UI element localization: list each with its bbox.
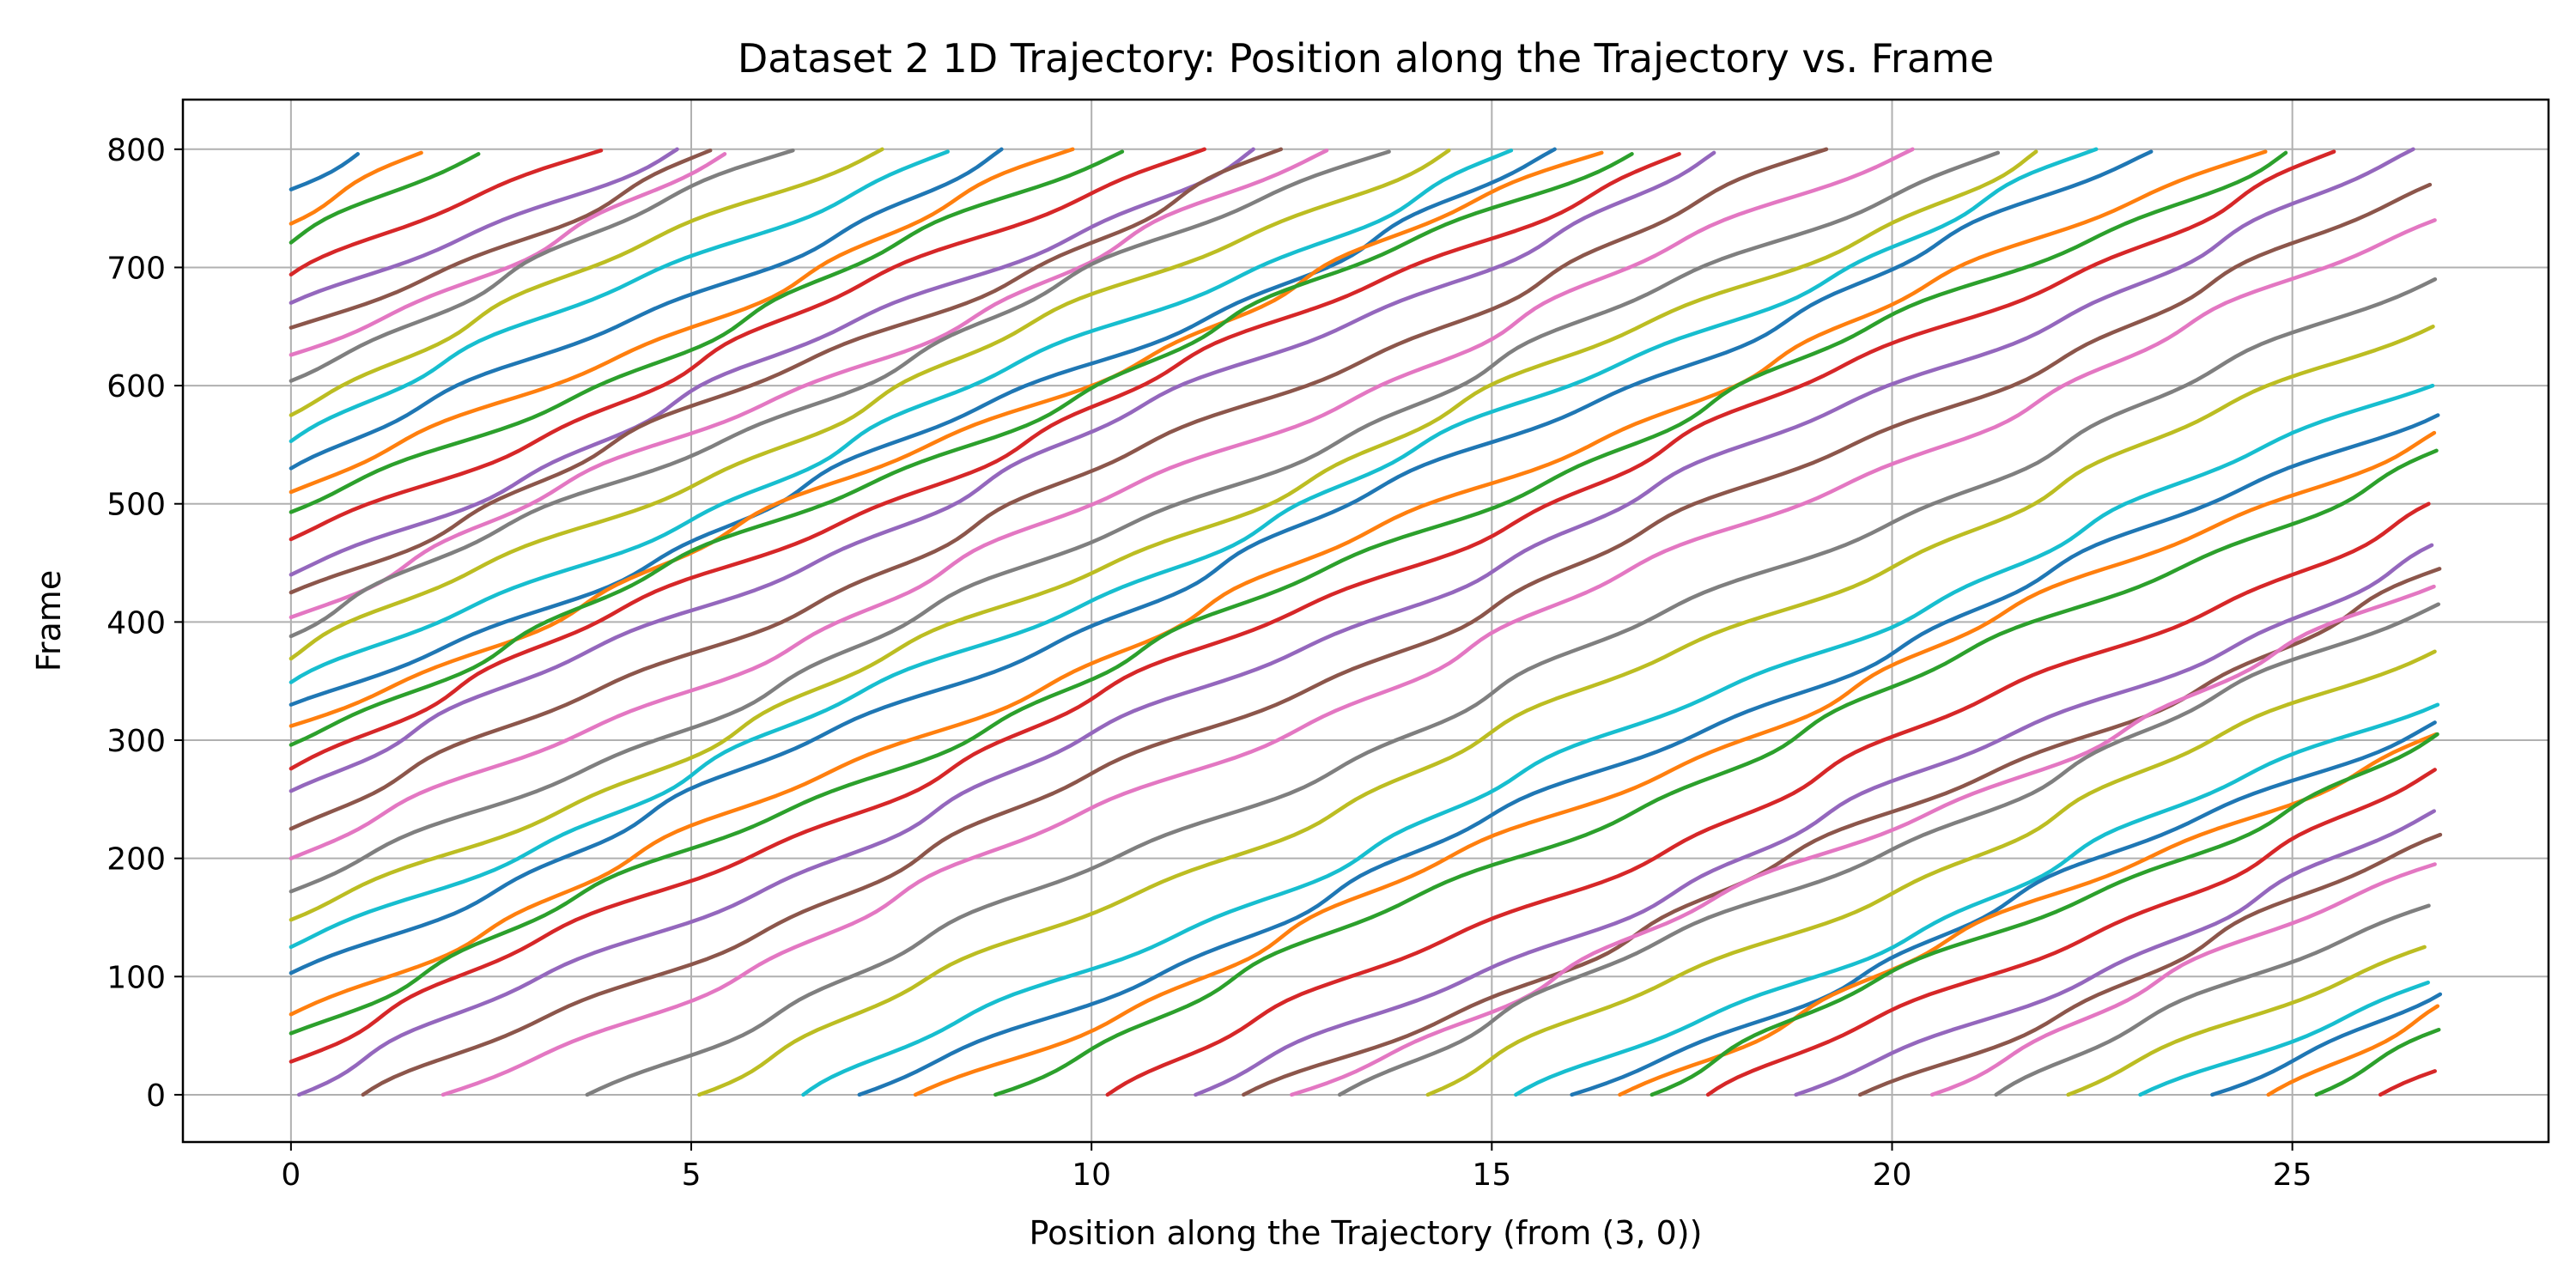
trajectory-line: [289, 148, 604, 276]
trajectory-line: [289, 152, 360, 191]
trajectory-line: [289, 147, 1557, 707]
trajectory-line: [913, 430, 2437, 1097]
y-tick-label: 200: [106, 842, 166, 878]
trajectory-line: [289, 150, 423, 226]
trajectory-line: [1105, 501, 2431, 1097]
trajectory-line: [289, 147, 1004, 471]
trajectory-line: [289, 150, 1604, 728]
trajectory-line: [289, 149, 2336, 1064]
trajectory-line: [289, 147, 1075, 495]
trajectory-line: [440, 218, 2437, 1097]
chart-title: Dataset 2 1D Trajectory: Position along …: [738, 35, 1994, 82]
trajectory-line: [289, 150, 1716, 793]
trajectory-line: [2378, 1069, 2437, 1097]
plot-area-frame: [181, 98, 2550, 1144]
trajectory-line: [289, 147, 679, 305]
trajectory-line: [2138, 980, 2430, 1097]
trajectory-line: [2066, 945, 2427, 1097]
trajectory-line: [289, 148, 713, 330]
y-tick-label: 600: [106, 369, 166, 404]
trajectory-line: [289, 148, 1329, 620]
trajectory-line: [361, 182, 2433, 1097]
x-tick-label: 10: [1072, 1157, 1111, 1193]
y-tick-label: 0: [146, 1078, 166, 1114]
trajectory-line: [1857, 832, 2443, 1097]
x-tick-label: 0: [281, 1157, 301, 1193]
trajectory-line: [289, 147, 1206, 542]
trajectory-line: [2210, 992, 2443, 1097]
y-tick-label: 100: [106, 960, 166, 995]
x-tick-label: 20: [1873, 1157, 1912, 1193]
x-tick-label: 25: [2273, 1157, 2312, 1193]
trajectory-line: [289, 149, 950, 444]
y-tick-label: 700: [106, 251, 166, 286]
trajectory-line: [289, 147, 884, 417]
y-tick-label: 300: [106, 724, 166, 759]
trajectory-line: [289, 152, 727, 357]
x-tick-label: 15: [1472, 1157, 1511, 1193]
trajectory-line: [289, 149, 2154, 975]
trajectory-line: [289, 148, 1514, 684]
trajectory-line: [2266, 1004, 2440, 1097]
trajectory-line: [289, 147, 1284, 595]
trajectory-line: [2314, 1027, 2441, 1097]
trajectory-line: [697, 325, 2435, 1097]
trajectory-line: [1425, 649, 2437, 1097]
trajectory-line: [289, 147, 1255, 577]
trajectory-line: [993, 448, 2439, 1097]
trajectory-line: [289, 149, 1391, 639]
series-group: [289, 147, 2443, 1097]
y-tick-label: 800: [106, 133, 166, 168]
trajectory-line: [1514, 702, 2440, 1097]
y-axis-label: Frame: [30, 570, 68, 671]
trajectory-line: [289, 148, 795, 383]
trajectory-line: [1649, 732, 2439, 1097]
trajectory-line: [1337, 602, 2441, 1097]
trajectory-line: [289, 149, 1125, 514]
trajectory-line: [289, 147, 2099, 950]
x-axis-label: Position along the Trajectory (from (3, …: [1030, 1214, 1703, 1252]
trajectory-line: [289, 152, 1634, 747]
trajectory-line: [289, 149, 2038, 922]
axis-ticks: 0 5 10 15 20 25 0 100 200 300 400 500 600 700 800: [106, 133, 2312, 1193]
trajectory-line: [585, 276, 2438, 1097]
trajectory-line: [289, 149, 2268, 1017]
trajectory-line: [801, 383, 2435, 1097]
trajectory-line: [289, 147, 1915, 860]
trajectory-line: [289, 147, 1829, 831]
trajectory-line: [289, 148, 1451, 661]
trajectory-line: [1242, 567, 2442, 1097]
y-tick-label: 500: [106, 488, 166, 523]
x-tick-label: 5: [682, 1157, 702, 1193]
trajectory-line: [1794, 809, 2436, 1097]
trajectory-line: [1290, 584, 2436, 1097]
trajectory-line: [1194, 543, 2434, 1097]
trajectory-line: [1570, 720, 2437, 1097]
trajectory-line: [296, 147, 2415, 1097]
trajectory-line: [1705, 768, 2437, 1097]
trajectory-line: [857, 413, 2440, 1097]
trajectory-line: [289, 150, 2288, 1036]
trajectory-line: [289, 152, 481, 245]
y-tick-label: 400: [106, 605, 166, 641]
trajectory-line: [289, 152, 1681, 771]
trajectory-line: [1994, 903, 2431, 1097]
trajectory-line: [289, 150, 2001, 894]
trajectory-line: [1929, 862, 2437, 1097]
